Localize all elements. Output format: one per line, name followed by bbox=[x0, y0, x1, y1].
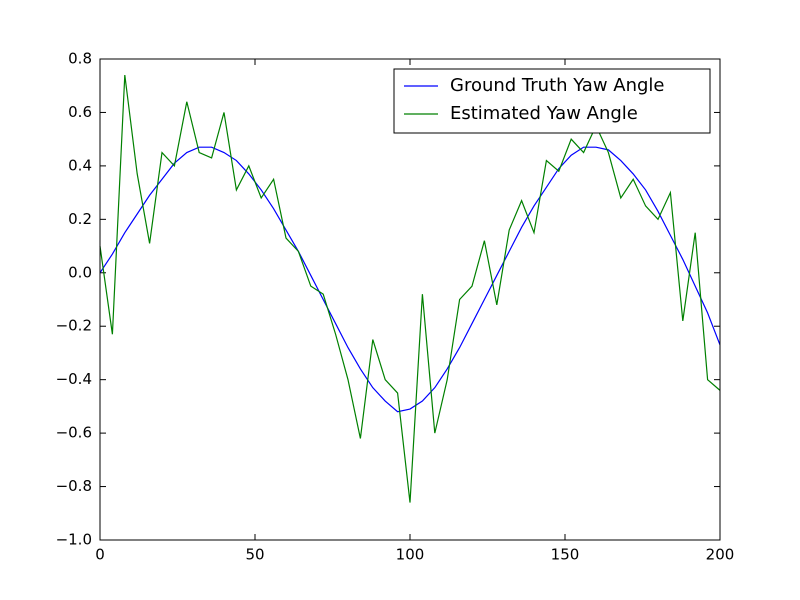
x-tick-label: 150 bbox=[551, 546, 580, 564]
y-tick-label: −0.6 bbox=[56, 424, 92, 442]
y-tick-label: −1.0 bbox=[56, 531, 92, 549]
y-tick-label: −0.8 bbox=[56, 477, 92, 495]
y-tick-label: 0.4 bbox=[68, 156, 92, 174]
legend-label: Ground Truth Yaw Angle bbox=[450, 75, 665, 96]
y-tick-label: 0.0 bbox=[68, 263, 92, 281]
x-tick-label: 100 bbox=[396, 546, 425, 564]
y-tick-label: −0.2 bbox=[56, 317, 92, 335]
plot-frame bbox=[99, 58, 721, 541]
data-line bbox=[99, 146, 721, 413]
y-tick-label: 0.2 bbox=[68, 210, 92, 228]
x-tick-label: 200 bbox=[706, 546, 735, 564]
y-tick-label: 0.8 bbox=[68, 50, 92, 68]
x-tick-label: 0 bbox=[95, 546, 105, 564]
legend-box bbox=[393, 68, 711, 134]
legend-label: Estimated Yaw Angle bbox=[450, 103, 638, 124]
x-tick-label: 50 bbox=[245, 546, 264, 564]
data-line bbox=[99, 74, 721, 503]
y-tick-label: 0.6 bbox=[68, 103, 92, 121]
y-tick-label: −0.4 bbox=[56, 370, 92, 388]
